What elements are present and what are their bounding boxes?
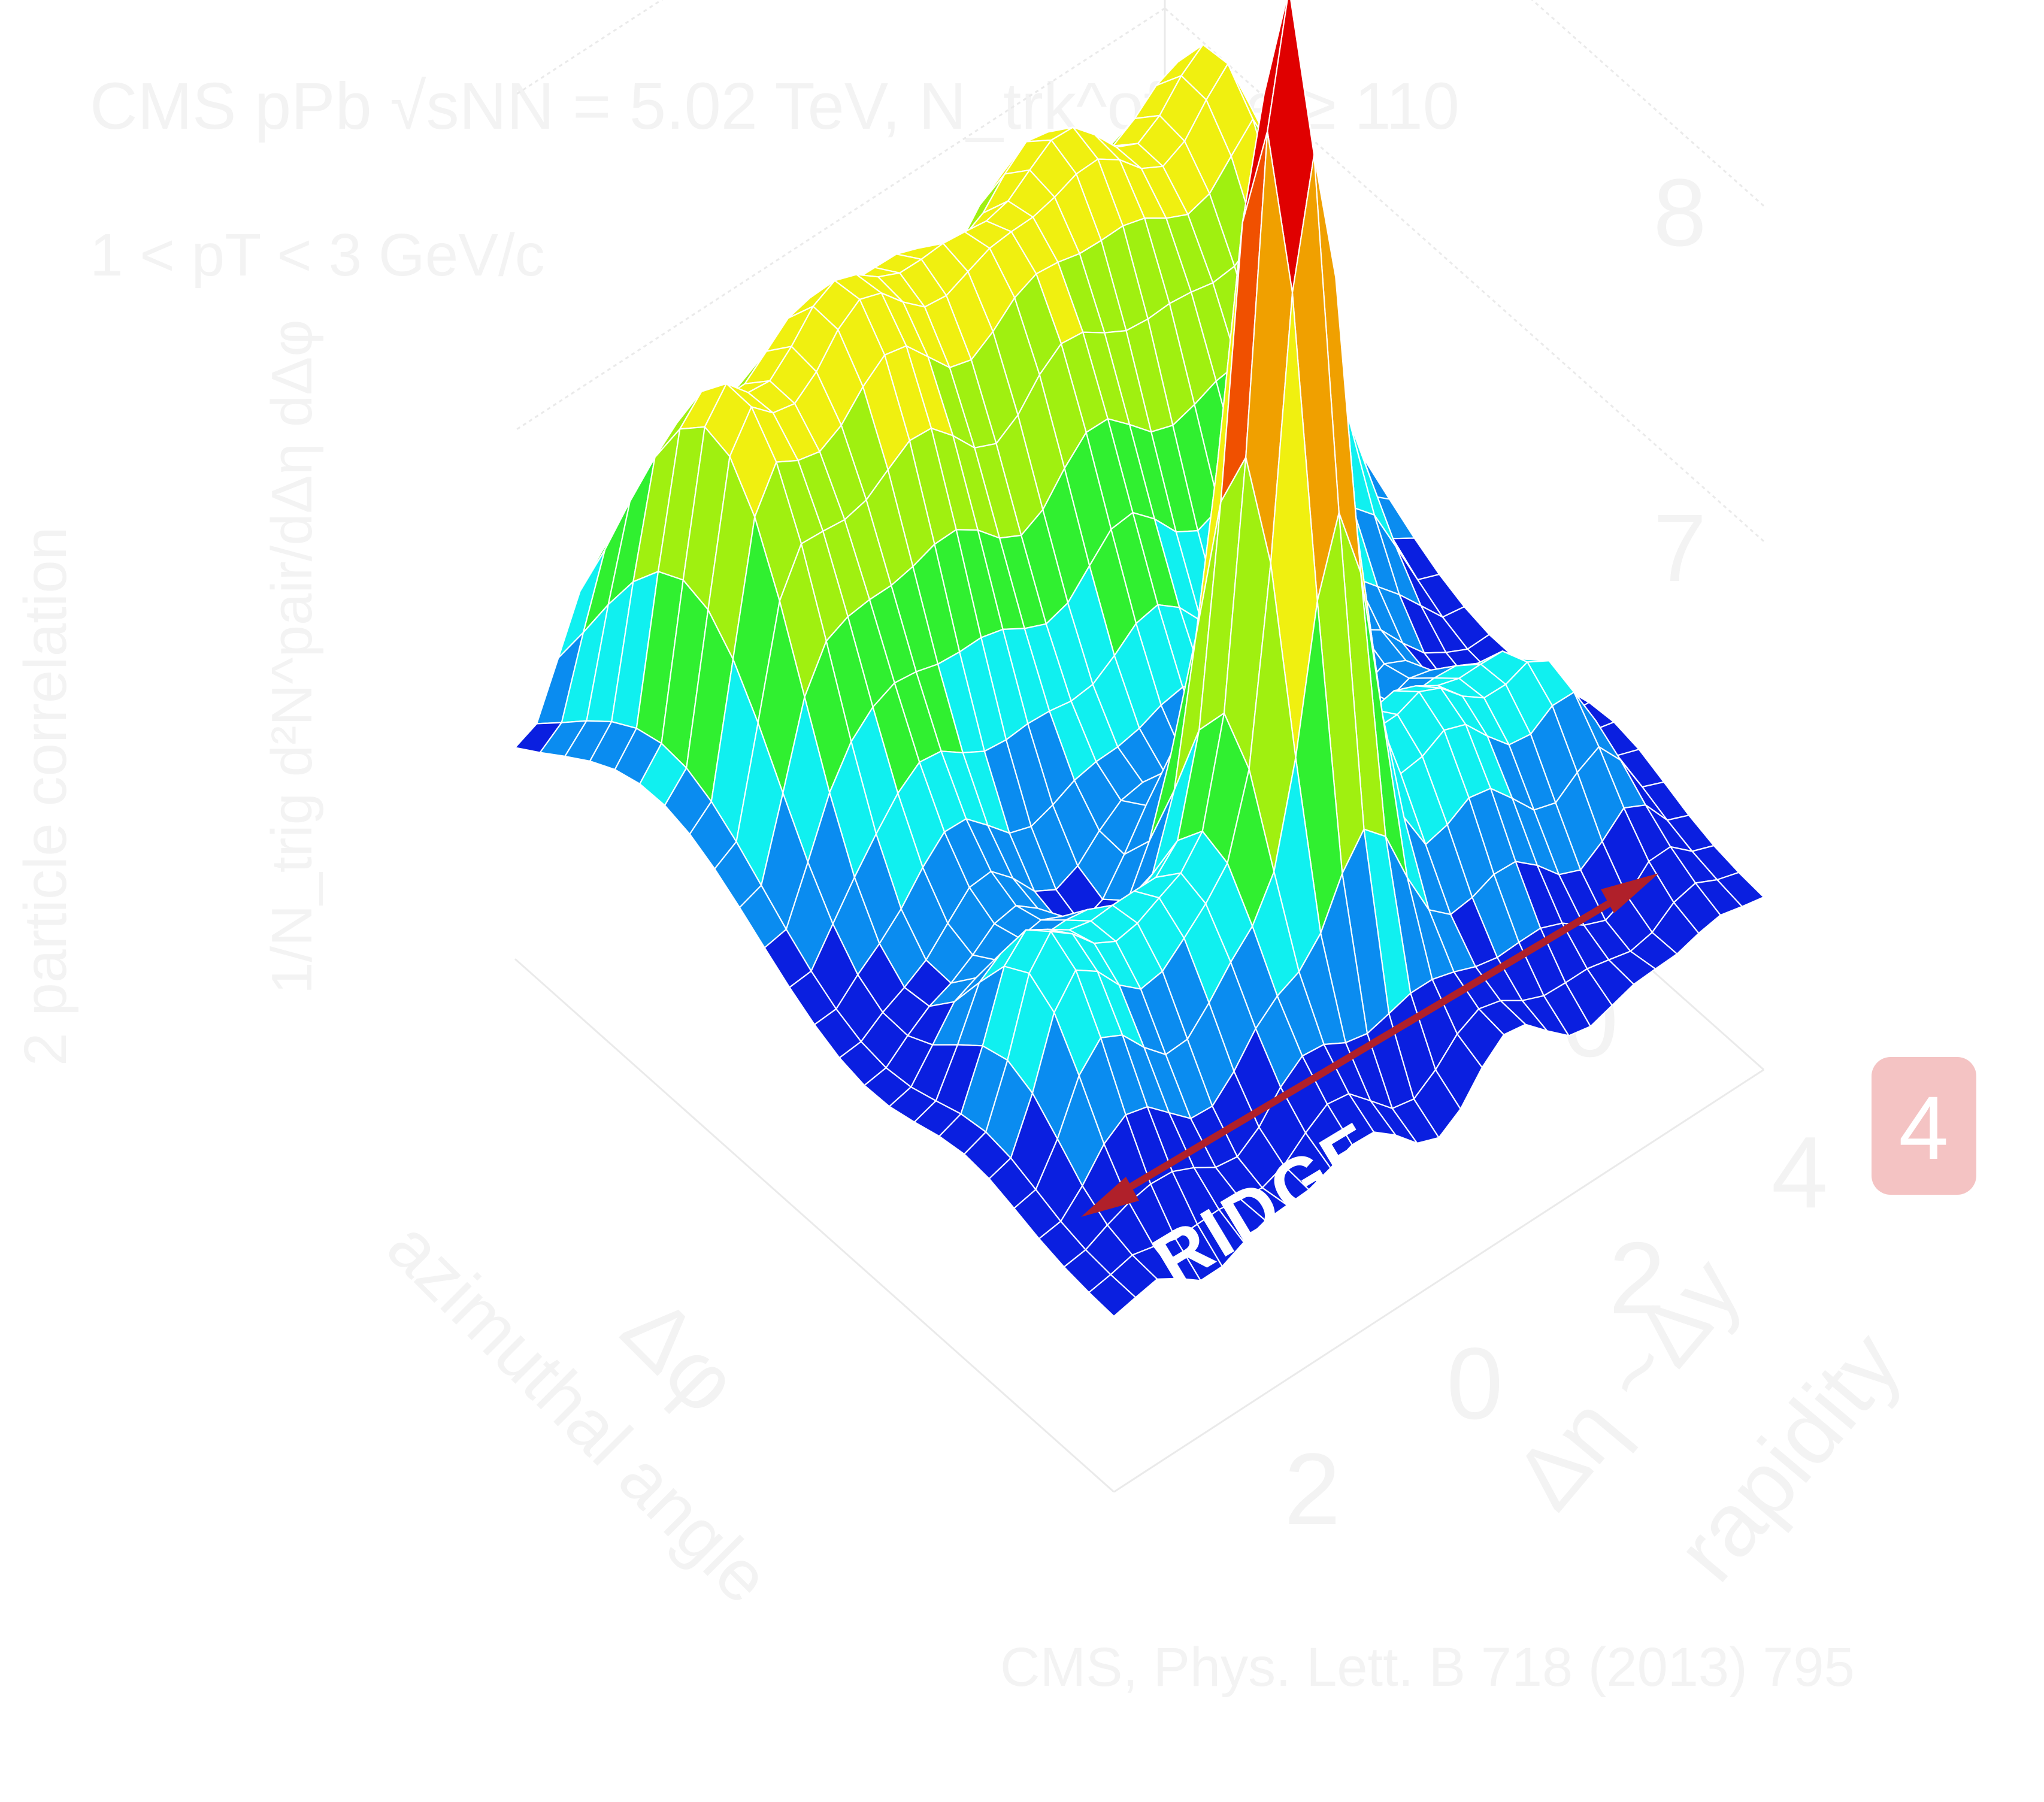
ridge-arrow	[1100, 883, 1640, 1207]
x-tick-label: 0	[1446, 1327, 1503, 1441]
z-axis-description: 2 particle correlation	[12, 527, 79, 1066]
chart-subtitle: 1 < pT < 3 GeV/c	[90, 222, 545, 289]
z-axis-label: 1/N_trig d²N^pair/dΔη dΔφ	[260, 319, 324, 994]
ridge-arrow-head-right	[1601, 873, 1659, 913]
x-tick-label: 4	[1772, 1116, 1828, 1229]
slide-number-badge: 4	[1872, 1057, 1976, 1195]
floor-edge	[1113, 1068, 1764, 1493]
z-tick-label: 7	[1654, 494, 1707, 601]
x-tick-label: 2	[1609, 1221, 1666, 1335]
x-tick-label: 2	[1284, 1432, 1341, 1546]
floor-edge	[514, 958, 1115, 1493]
z-tick-label: 8	[1654, 159, 1707, 266]
surface-cell	[1088, 1274, 1137, 1318]
citation: CMS, Phys. Lett. B 718 (2013) 795	[1000, 1637, 1855, 1698]
ridge-arrow-head-left	[1081, 1177, 1139, 1217]
correlation-surface	[514, 0, 1765, 1318]
y-axis-description: azimuthal angle	[373, 1206, 785, 1619]
slide-number: 4	[1898, 1077, 1948, 1178]
